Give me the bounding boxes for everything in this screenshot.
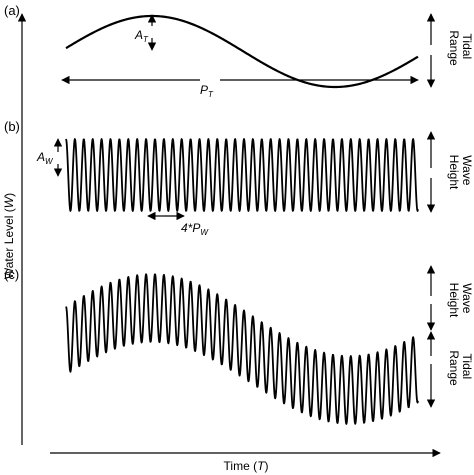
x-axis-label-text: Time ( — [224, 459, 258, 473]
wave-height-c-line2: Height — [447, 283, 461, 318]
wave-height-label-b: Wave Height — [447, 155, 474, 190]
wave-amplitude-sub: W — [45, 157, 54, 166]
tidal-range-label-c: Tidal Range — [447, 350, 474, 386]
x-axis-label: Time (T) — [224, 459, 269, 473]
tide-amplitude-letter: A — [134, 28, 143, 42]
tidal-range-c-line1: Tidal — [460, 354, 474, 380]
panel-a-label: (a) — [4, 3, 20, 18]
wave-amplitude-label: AW — [36, 150, 54, 166]
panel-b-label: (b) — [4, 119, 20, 134]
wave-height-label-c: Wave Height — [447, 283, 474, 318]
wave-height-line2: Height — [447, 155, 461, 190]
tide-wave-curve — [65, 14, 419, 89]
wave-amplitude-letter: A — [36, 150, 45, 164]
y-axis-close: ) — [2, 193, 16, 197]
tide-amplitude-sub: T — [143, 35, 149, 44]
wave-period-sub: W — [200, 228, 209, 237]
wave-height-c-line1: Wave — [460, 283, 474, 314]
panel-c-label: (c) — [4, 267, 19, 282]
tide-period-sub: T — [208, 90, 214, 99]
tide-period-label: PT — [200, 83, 214, 99]
tidal-range-c-line2: Range — [447, 350, 461, 386]
y-axis-label-text: Water Level ( — [2, 208, 16, 279]
tide-period-letter: P — [200, 83, 208, 97]
tidal-range-line2: Range — [447, 30, 461, 66]
tidal-range-line1: Tidal — [460, 34, 474, 60]
x-axis-variable: T — [257, 459, 266, 473]
combined-wave-curve — [65, 273, 419, 425]
wave-height-line1: Wave — [460, 155, 474, 186]
wave-period-letter: 4*P — [181, 221, 200, 235]
wave-period-label: 4*PW — [181, 221, 209, 237]
y-axis-variable: W — [2, 195, 16, 208]
y-axis-label: Water Level (W) — [2, 193, 16, 279]
tide-amplitude-label: AT — [134, 28, 149, 44]
tidal-range-label-a: Tidal Range — [447, 30, 474, 66]
x-axis-close: ) — [264, 459, 268, 473]
wave-curve — [65, 138, 419, 212]
